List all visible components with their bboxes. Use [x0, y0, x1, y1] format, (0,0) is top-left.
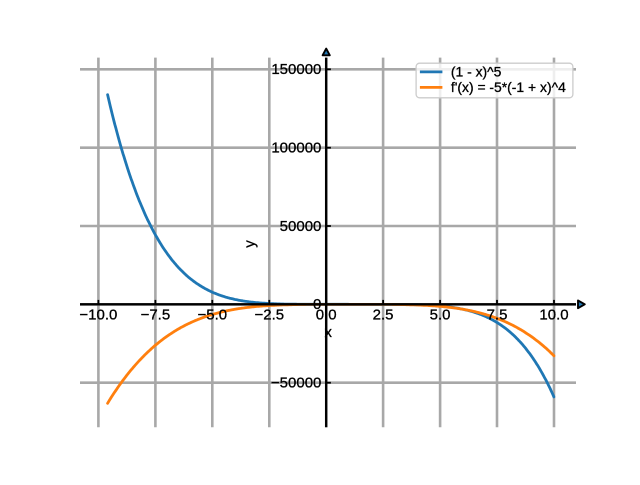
svg-text:2.5: 2.5 [373, 306, 394, 323]
svg-text:x: x [325, 325, 333, 341]
svg-text:0.0: 0.0 [316, 306, 337, 323]
svg-text:−50000: −50000 [271, 375, 321, 392]
svg-text:7.5: 7.5 [487, 306, 508, 323]
svg-text:0: 0 [313, 296, 321, 313]
svg-text:150000: 150000 [271, 61, 321, 78]
svg-text:y: y [242, 240, 259, 248]
svg-text:50000: 50000 [280, 218, 322, 235]
svg-text:−10.0: −10.0 [79, 306, 117, 323]
svg-text:10.0: 10.0 [539, 306, 568, 323]
svg-text:5.0: 5.0 [430, 306, 451, 323]
svg-text:f'(x) = -5*(-1 + x)^4: f'(x) = -5*(-1 + x)^4 [451, 79, 566, 95]
svg-text:−2.5: −2.5 [254, 306, 284, 323]
svg-text:−7.5: −7.5 [141, 306, 171, 323]
svg-text:(1 - x)^5: (1 - x)^5 [451, 64, 502, 80]
svg-text:100000: 100000 [271, 140, 321, 157]
svg-text:−5.0: −5.0 [197, 306, 227, 323]
